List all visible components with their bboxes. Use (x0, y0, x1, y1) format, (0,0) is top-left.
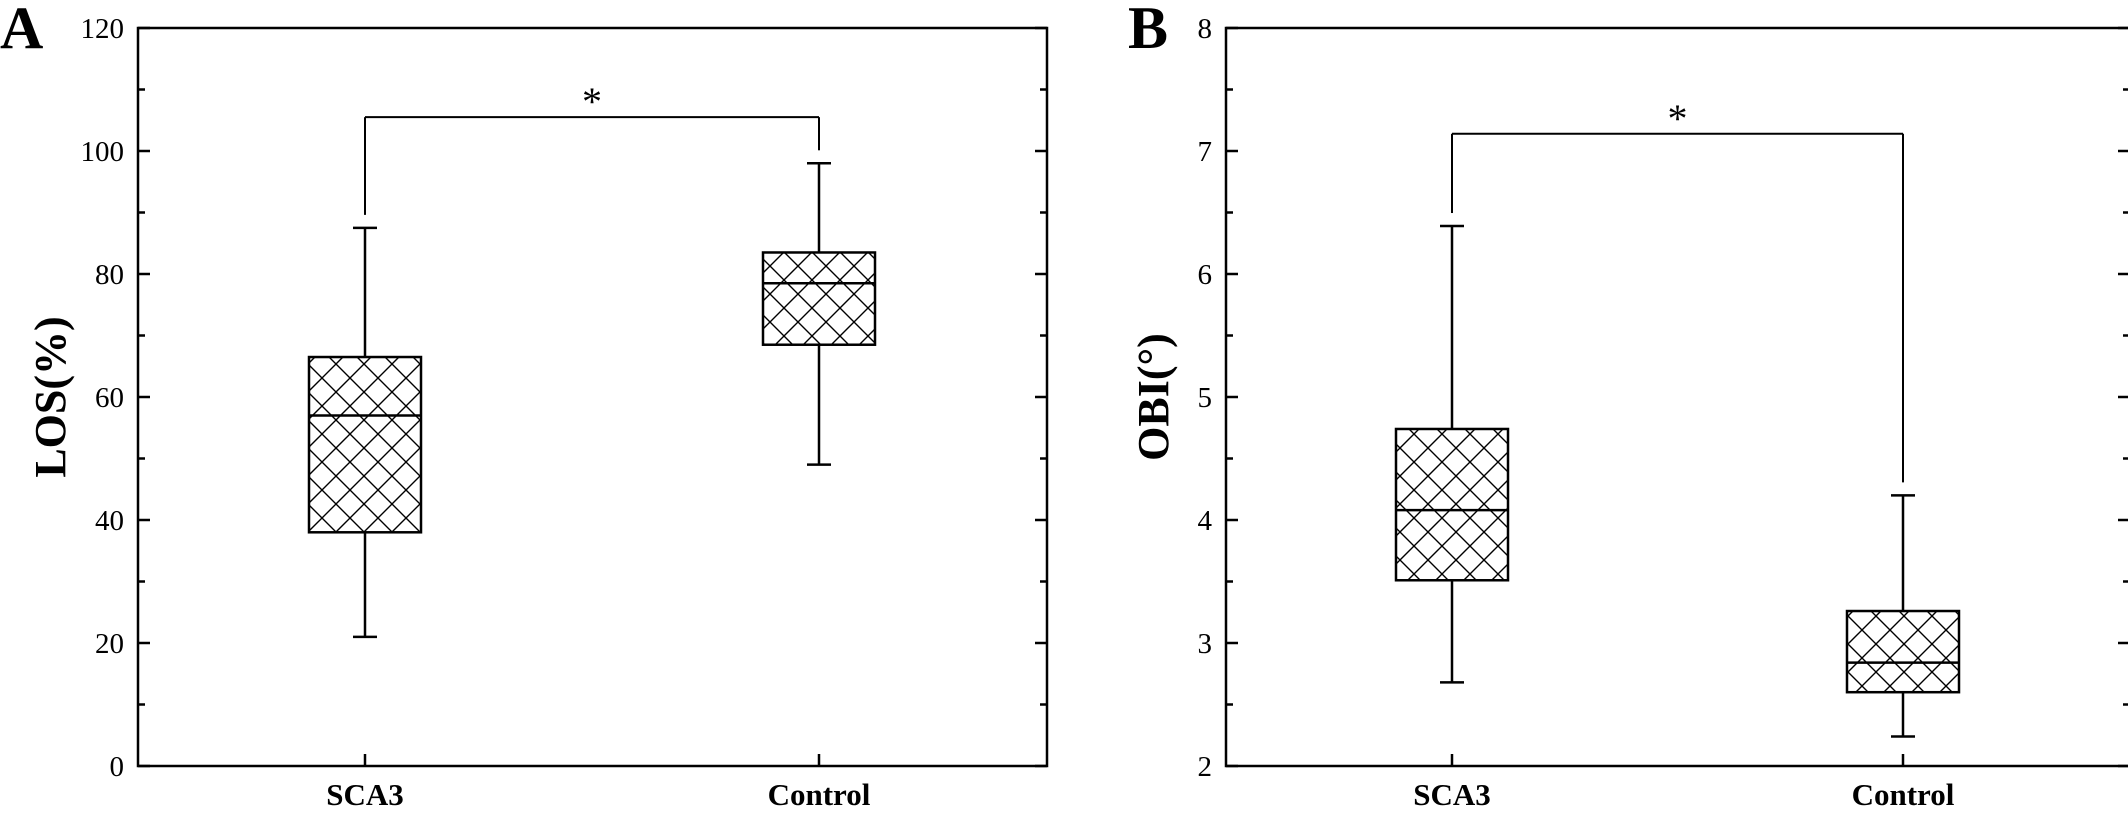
panel-b-letter: B (1128, 0, 1168, 61)
panel-a-category-label: Control (768, 777, 871, 811)
panel-a-significance-star: * (582, 79, 602, 124)
panel-a-ytick-label: 120 (81, 13, 125, 45)
panel-b-ytick-label: 3 (1198, 628, 1213, 660)
panel-a-box-control-iqr (761, 251, 877, 346)
panel-a-category-label: SCA3 (326, 777, 404, 811)
panel-a-ytick-label: 80 (95, 259, 124, 291)
panel-b-ytick-label: 6 (1198, 259, 1213, 291)
panel-b-category-label: SCA3 (1413, 777, 1491, 811)
panel-b-y-axis-label: OBI(°) (1129, 333, 1178, 461)
panel-a-ytick-label: 100 (81, 136, 125, 168)
panel-b-ytick-label: 7 (1198, 136, 1213, 168)
panel-a-letter: A (0, 0, 43, 61)
panel-b-ytick-label: 2 (1198, 751, 1213, 783)
panel-b-significance-star: * (1668, 96, 1688, 141)
panel-b-ytick-label: 5 (1198, 382, 1213, 414)
panel-b-category-label: Control (1852, 777, 1955, 811)
panel-a-y-axis-label: LOS(%) (26, 316, 75, 477)
panel-b-box-sca3-iqr (1394, 427, 1510, 582)
panel-a-ytick-label: 0 (110, 751, 125, 783)
panel-a-box-sca3-iqr (307, 355, 423, 534)
panel-a-ytick-label: 20 (95, 628, 124, 660)
panel-a-ytick-label: 60 (95, 382, 124, 414)
panel-b-ytick-label: 4 (1198, 505, 1213, 537)
panel-a-ytick-label: 40 (95, 505, 124, 537)
panel-b-ytick-label: 8 (1198, 13, 1213, 45)
panel-b-box-control-iqr (1845, 609, 1961, 694)
panel-a-plot-frame (136, 26, 1049, 768)
